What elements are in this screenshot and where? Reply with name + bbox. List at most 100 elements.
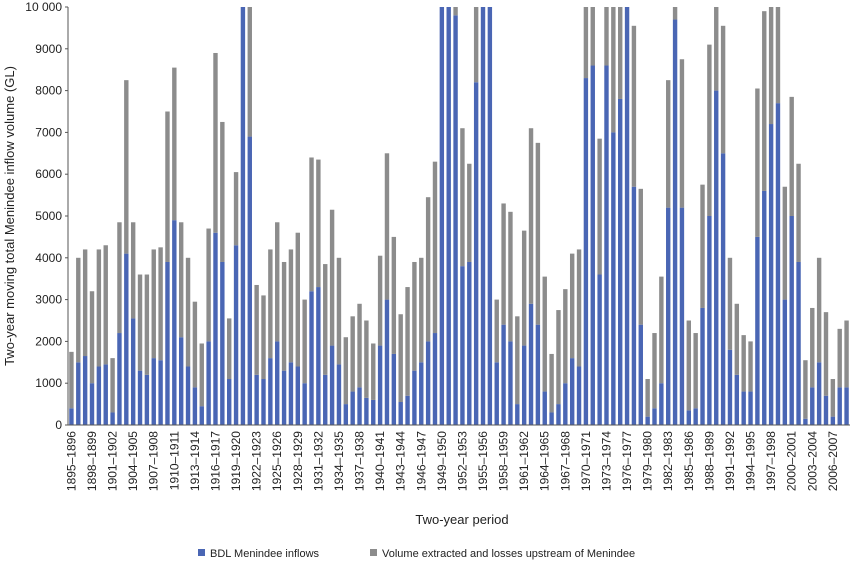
bar-segment	[288, 249, 294, 363]
bar-segment	[336, 257, 342, 365]
bar-segment	[494, 299, 499, 363]
bar-segment	[569, 253, 575, 359]
bar-segment	[734, 374, 740, 425]
x-tick-label: 1928–1929	[291, 431, 305, 491]
bar-segment	[528, 128, 534, 304]
bar-segment	[830, 379, 836, 417]
y-tick-label: 1000	[35, 376, 62, 390]
bar-segment	[666, 207, 671, 425]
bar-segment	[734, 303, 740, 375]
bar-segment	[69, 408, 74, 425]
bar-segment	[371, 343, 376, 400]
bar-segment	[796, 261, 801, 425]
bar-segment	[659, 383, 664, 425]
x-tick-label: 1919–1920	[229, 431, 243, 491]
bar-segment	[76, 257, 81, 363]
bar-segment	[563, 289, 568, 384]
bar-segment	[569, 358, 575, 425]
bar-segment	[329, 345, 335, 425]
x-tick-label: 1913–1914	[188, 431, 202, 491]
bar-segment	[652, 333, 657, 409]
bar-segment	[528, 303, 534, 425]
bar-segment	[185, 257, 191, 367]
bar-segment	[549, 353, 554, 413]
x-tick-label: 1967–1968	[558, 431, 572, 491]
bar-segment	[556, 310, 561, 405]
bar-segment	[576, 249, 582, 367]
bar-segment	[419, 362, 424, 425]
bar-segment	[638, 188, 643, 325]
bar-segment	[521, 345, 527, 425]
bar-segment	[343, 337, 349, 405]
bar-segment	[268, 249, 273, 359]
x-tick-label: 1955–1956	[476, 431, 490, 491]
bar-segment	[686, 410, 691, 425]
bar-segment	[425, 197, 431, 342]
bar-segment	[151, 358, 156, 425]
bar-segment	[597, 274, 602, 425]
bar-segment	[714, 90, 719, 425]
bar-segment	[151, 249, 156, 359]
y-tick-label: 2000	[35, 334, 62, 348]
x-tick-label: 1916–1917	[208, 431, 222, 491]
x-tick-label: 1934–1935	[332, 431, 346, 491]
bar-segment	[583, 78, 589, 425]
bar-segment	[816, 362, 822, 425]
bar-segment	[439, 7, 445, 425]
legend-label: BDL Menindee inflows	[210, 548, 320, 560]
x-tick-label: 2006–2007	[826, 431, 840, 491]
bar-segment	[727, 349, 733, 425]
bar-segment	[823, 395, 829, 425]
bar-segment	[775, 7, 781, 104]
bar-segment	[460, 266, 465, 425]
bar-segment	[261, 379, 266, 425]
x-tick-label: 2000–2001	[785, 431, 799, 491]
bar-segment	[391, 236, 397, 354]
bar-segment	[741, 335, 746, 392]
bar-segment	[405, 287, 410, 396]
bar-segment	[172, 220, 177, 425]
bar-segment	[69, 351, 74, 409]
bar-segment	[755, 88, 760, 237]
y-axis-title: Two-year moving total Menindee inflow vo…	[2, 66, 17, 366]
bar-segment	[233, 172, 239, 246]
bar-segment	[542, 276, 547, 392]
bar-segment	[707, 44, 712, 217]
bar-segment	[130, 222, 136, 319]
bar-segment	[96, 366, 102, 425]
bar-segment	[659, 276, 664, 384]
bar-segment	[762, 11, 767, 191]
bar-segment	[89, 291, 95, 384]
bar-segment	[89, 383, 95, 425]
bar-segment	[295, 366, 300, 425]
bar-segment	[329, 209, 335, 346]
bar-segment	[720, 153, 726, 426]
x-tick-label: 1901–1902	[106, 431, 120, 491]
bar-segment	[618, 7, 623, 99]
bar-segment	[76, 362, 81, 425]
bar-segment	[275, 341, 280, 425]
bar-segment	[158, 247, 163, 361]
y-tick-label: 0	[55, 418, 62, 432]
x-tick-label: 1949–1950	[435, 431, 449, 491]
x-tick-label: 1907–1908	[147, 431, 161, 491]
bar-segment	[247, 136, 252, 425]
bar-segment	[185, 366, 191, 425]
bar-segment	[652, 408, 657, 425]
bar-segment	[604, 65, 609, 426]
bar-segment	[837, 387, 842, 425]
bar-segment	[82, 249, 88, 357]
bar-segment	[130, 318, 136, 425]
x-tick-label: 1976–1977	[620, 431, 634, 491]
x-tick-label: 1997–1998	[764, 431, 778, 491]
bar-segment	[844, 320, 849, 388]
bar-segment	[192, 387, 198, 425]
bar-segment	[412, 370, 417, 425]
x-tick-label: 1931–1932	[311, 431, 325, 491]
bar-segment	[473, 82, 479, 426]
bar-segment	[137, 370, 143, 425]
bar-segment	[631, 186, 637, 425]
x-tick-label: 1988–1989	[702, 431, 716, 491]
bar-segment	[206, 341, 211, 425]
